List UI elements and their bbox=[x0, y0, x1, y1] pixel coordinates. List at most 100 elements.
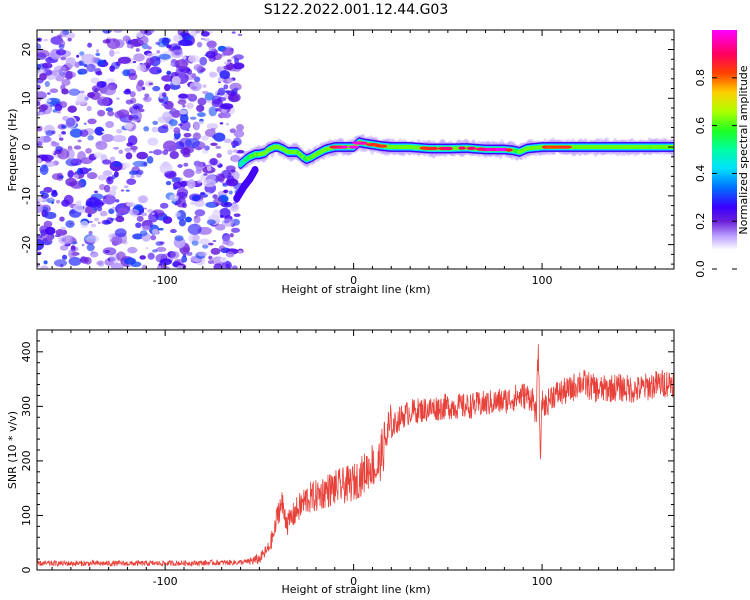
colorbar-tick-label: 0.8 bbox=[694, 69, 707, 87]
noise-blob bbox=[225, 178, 239, 187]
noise-blob bbox=[85, 147, 92, 154]
noise-blob bbox=[177, 99, 187, 105]
noise-blob bbox=[223, 61, 231, 65]
noise-blob bbox=[45, 130, 54, 136]
noise-blob bbox=[96, 206, 103, 212]
noise-blob bbox=[58, 137, 64, 141]
noise-blob bbox=[143, 96, 149, 101]
noise-blob bbox=[162, 111, 172, 121]
ridge-peak bbox=[340, 145, 349, 149]
noise-blob bbox=[213, 263, 223, 269]
noise-blob bbox=[191, 72, 197, 79]
noise-blob bbox=[206, 123, 219, 130]
noise-blob bbox=[197, 97, 207, 106]
snr-line bbox=[37, 344, 674, 568]
snr-panel: -100 0 100 0 100 200 300 400 Height of straight… bbox=[6, 329, 675, 596]
noise-blob bbox=[225, 263, 230, 269]
noise-blob bbox=[97, 221, 101, 225]
noise-blob bbox=[125, 99, 134, 105]
noise-blob bbox=[86, 243, 95, 252]
noise-blob bbox=[59, 244, 69, 251]
noise-blob bbox=[104, 184, 111, 193]
noise-blob bbox=[137, 195, 149, 204]
noise-blob bbox=[116, 109, 130, 118]
noise-blob bbox=[55, 234, 61, 238]
noise-blob bbox=[139, 230, 148, 237]
noise-blob bbox=[73, 145, 82, 150]
noise-blob bbox=[158, 53, 171, 60]
noise-blob bbox=[161, 74, 174, 82]
noise-blob bbox=[85, 197, 101, 208]
noise-blob bbox=[171, 75, 181, 86]
noise-blob bbox=[80, 220, 89, 229]
noise-blob bbox=[148, 82, 153, 86]
noise-blob bbox=[81, 53, 96, 65]
noise-blob bbox=[37, 63, 42, 69]
noise-blob bbox=[151, 228, 159, 235]
noise-blob bbox=[99, 210, 108, 217]
noise-blob bbox=[120, 189, 125, 192]
noise-blob bbox=[85, 235, 100, 243]
noise-blob bbox=[101, 133, 114, 143]
noise-blob bbox=[170, 107, 176, 112]
noise-blob bbox=[96, 96, 110, 107]
noise-blob bbox=[86, 63, 96, 73]
noise-blob bbox=[218, 245, 226, 252]
chart-title: S122.2022.001.12.44.G03 bbox=[264, 2, 449, 18]
noise-blob bbox=[215, 145, 222, 149]
noise-blob bbox=[94, 190, 98, 194]
ridge-peak bbox=[348, 145, 359, 149]
noise-blob bbox=[124, 147, 132, 152]
noise-blob bbox=[215, 224, 226, 231]
noise-blob bbox=[171, 177, 181, 183]
noise-blob bbox=[231, 218, 240, 226]
noise-blob bbox=[107, 110, 115, 117]
noise-blob bbox=[180, 147, 191, 155]
noise-blob bbox=[152, 149, 163, 156]
noise-blob bbox=[96, 81, 107, 88]
noise-blob bbox=[114, 228, 127, 238]
noise-blob bbox=[87, 118, 97, 125]
noise-blob bbox=[227, 149, 233, 155]
noise-blob bbox=[176, 59, 188, 70]
noise-blob bbox=[111, 206, 116, 210]
noise-blob bbox=[127, 135, 138, 146]
noise-blob bbox=[185, 35, 193, 41]
noise-blob bbox=[123, 185, 129, 189]
noise-blob bbox=[162, 149, 169, 155]
noise-blob bbox=[191, 86, 198, 90]
noise-blob bbox=[63, 194, 74, 206]
noise-blob bbox=[115, 199, 120, 203]
noise-blob bbox=[202, 90, 209, 95]
noise-blob bbox=[198, 120, 205, 125]
noise-blob bbox=[67, 105, 77, 113]
colorbar-gradient bbox=[712, 30, 737, 269]
noise-blob bbox=[192, 234, 200, 242]
noise-blob bbox=[216, 153, 222, 158]
noise-blob bbox=[208, 255, 213, 260]
snr-xlabel: Height of straight line (km) bbox=[281, 583, 430, 596]
noise-blob bbox=[170, 62, 175, 67]
noise-blob bbox=[130, 174, 135, 179]
spectrogram-xlabel: Height of straight line (km) bbox=[281, 283, 430, 296]
y-tick-label: 0 bbox=[20, 144, 33, 151]
noise-blob bbox=[181, 55, 187, 60]
noise-blob bbox=[194, 209, 206, 217]
noise-blob bbox=[95, 140, 108, 150]
noise-blob bbox=[68, 256, 82, 266]
noise-blob bbox=[238, 250, 243, 254]
noise-blob bbox=[150, 30, 155, 33]
noise-blob bbox=[196, 146, 202, 151]
noise-blob bbox=[94, 126, 105, 136]
noise-blob bbox=[200, 31, 210, 37]
noise-blob bbox=[41, 62, 53, 69]
noise-blob bbox=[115, 216, 125, 223]
y-tick-label: 300 bbox=[20, 396, 33, 417]
noise-blob bbox=[77, 151, 86, 162]
noise-blob bbox=[169, 151, 179, 160]
noise-blob bbox=[193, 215, 201, 224]
noise-blob bbox=[141, 264, 147, 269]
noise-blob bbox=[56, 111, 62, 114]
noise-blob bbox=[136, 63, 147, 72]
